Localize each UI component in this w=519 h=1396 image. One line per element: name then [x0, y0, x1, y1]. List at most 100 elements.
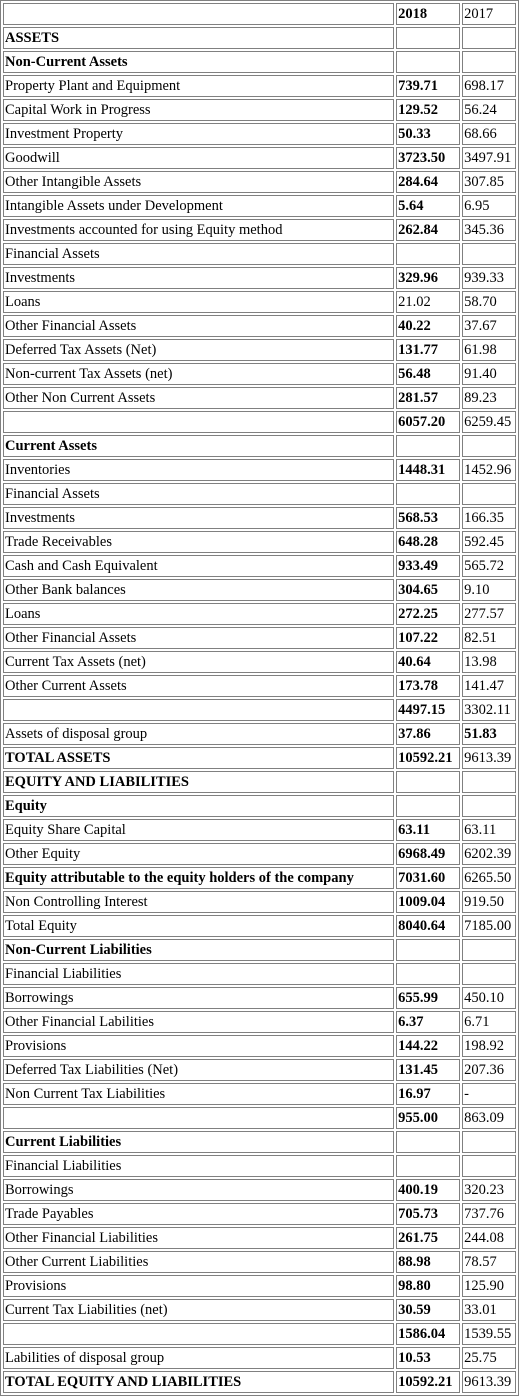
header-row: 2018 2017 — [3, 3, 516, 25]
value-2018-cell — [396, 51, 461, 73]
table-row: Current Liabilities — [3, 1131, 516, 1153]
row-label-cell: Other Non Current Assets — [3, 387, 395, 409]
row-label-cell: Intangible Assets under Development — [3, 195, 395, 217]
value-2018-cell: 568.53 — [396, 507, 461, 529]
value-2017-cell: 37.67 — [462, 315, 516, 337]
row-label-cell: Loans — [3, 603, 395, 625]
row-label-cell: Deferred Tax Assets (Net) — [3, 339, 395, 361]
value-2017-cell: 9.10 — [462, 579, 516, 601]
table-row: Other Financial Labilities 6.37 6.71 — [3, 1011, 516, 1033]
value-2018-cell: 50.33 — [396, 123, 461, 145]
value-2017-cell: 198.92 — [462, 1035, 516, 1057]
value-2018-cell — [396, 771, 461, 793]
value-2018-cell: 6057.20 — [396, 411, 461, 433]
row-label-cell: Trade Receivables — [3, 531, 395, 553]
value-2018-cell — [396, 795, 461, 817]
value-2018-cell: 4497.15 — [396, 699, 461, 721]
value-2017-cell: 345.36 — [462, 219, 516, 241]
value-2017-cell: 1539.55 — [462, 1323, 516, 1345]
value-2018-cell — [396, 243, 461, 265]
table-row: Intangible Assets under Development 5.64 6… — [3, 195, 516, 217]
value-2017-cell: 6265.50 — [462, 867, 516, 889]
value-2017-cell: 450.10 — [462, 987, 516, 1009]
row-label-cell: Other Current Assets — [3, 675, 395, 697]
value-2017-cell: 78.57 — [462, 1251, 516, 1273]
table-row: Loans 21.02 58.70 — [3, 291, 516, 313]
row-label-cell: Labilities of disposal group — [3, 1347, 395, 1369]
value-2017-cell — [462, 27, 516, 49]
row-label-cell: TOTAL ASSETS — [3, 747, 395, 769]
value-2018-cell: 173.78 — [396, 675, 461, 697]
row-label-cell: Current Tax Assets (net) — [3, 651, 395, 673]
table-row: Cash and Cash Equivalent 933.49 565.72 — [3, 555, 516, 577]
value-2018-cell: 21.02 — [396, 291, 461, 313]
row-label-cell: Current Liabilities — [3, 1131, 395, 1153]
value-2017-cell: 919.50 — [462, 891, 516, 913]
value-2017-cell: 25.75 — [462, 1347, 516, 1369]
value-2017-cell: 244.08 — [462, 1227, 516, 1249]
row-label-cell: Equity Share Capital — [3, 819, 395, 841]
value-2018-cell: 10592.21 — [396, 747, 461, 769]
row-label-cell: Equity attributable to the equity holder… — [3, 867, 395, 889]
row-label-cell — [3, 699, 395, 721]
table-row: Investments 568.53 166.35 — [3, 507, 516, 529]
value-2018-cell: 10592.21 — [396, 1371, 461, 1393]
value-2017-cell: 7185.00 — [462, 915, 516, 937]
row-label-cell: Investment Property — [3, 123, 395, 145]
table-row: Deferred Tax Assets (Net) 131.77 61.98 — [3, 339, 516, 361]
value-2017-cell — [462, 483, 516, 505]
value-2018-cell: 281.57 — [396, 387, 461, 409]
row-label-cell: Financial Assets — [3, 483, 395, 505]
value-2017-cell: 33.01 — [462, 1299, 516, 1321]
table-row: Loans 272.25 277.57 — [3, 603, 516, 625]
row-label-cell: EQUITY AND LIABILITIES — [3, 771, 395, 793]
table-row: Property Plant and Equipment 739.71 698.17 — [3, 75, 516, 97]
table-row: Deferred Tax Liabilities (Net) 131.45 207.… — [3, 1059, 516, 1081]
table-row: TOTAL EQUITY AND LIABILITIES 10592.21 9613… — [3, 1371, 516, 1393]
value-2017-cell — [462, 1131, 516, 1153]
value-2017-cell: 3497.91 — [462, 147, 516, 169]
table-row: Inventories 1448.31 1452.96 — [3, 459, 516, 481]
value-2018-cell: 1009.04 — [396, 891, 461, 913]
value-2018-cell: 655.99 — [396, 987, 461, 1009]
table-row: Other Non Current Assets 281.57 89.23 — [3, 387, 516, 409]
value-2017-cell: 737.76 — [462, 1203, 516, 1225]
value-2017-cell: 6259.45 — [462, 411, 516, 433]
row-label-cell: Other Financial Liabilities — [3, 1227, 395, 1249]
value-2018-cell: 107.22 — [396, 627, 461, 649]
value-2018-cell: 1448.31 — [396, 459, 461, 481]
row-label-cell — [3, 1323, 395, 1345]
row-label-cell: Borrowings — [3, 1179, 395, 1201]
value-2017-cell: 307.85 — [462, 171, 516, 193]
value-2017-cell: 9613.39 — [462, 1371, 516, 1393]
value-2017-cell: 13.98 — [462, 651, 516, 673]
value-2017-cell: 6.71 — [462, 1011, 516, 1033]
table-row: Non-current Tax Assets (net) 56.48 91.40 — [3, 363, 516, 385]
row-label-cell: Financial Liabilities — [3, 1155, 395, 1177]
row-label-cell: Trade Payables — [3, 1203, 395, 1225]
header-year-2017: 2017 — [462, 3, 516, 25]
table-row: TOTAL ASSETS 10592.21 9613.39 — [3, 747, 516, 769]
header-label-cell — [3, 3, 395, 25]
table-row: Other Current Liabilities 88.98 78.57 — [3, 1251, 516, 1273]
row-label-cell: ASSETS — [3, 27, 395, 49]
value-2018-cell — [396, 483, 461, 505]
value-2017-cell: 6202.39 — [462, 843, 516, 865]
value-2018-cell: 272.25 — [396, 603, 461, 625]
table-row: Other Equity 6968.49 6202.39 — [3, 843, 516, 865]
value-2018-cell: 262.84 — [396, 219, 461, 241]
table-row: Current Tax Liabilities (net) 30.59 33.01 — [3, 1299, 516, 1321]
row-label-cell: Deferred Tax Liabilities (Net) — [3, 1059, 395, 1081]
table-row: Equity attributable to the equity holder… — [3, 867, 516, 889]
value-2018-cell: 10.53 — [396, 1347, 461, 1369]
value-2018-cell: 98.80 — [396, 1275, 461, 1297]
value-2018-cell: 6.37 — [396, 1011, 461, 1033]
row-label-cell: Other Intangible Assets — [3, 171, 395, 193]
value-2017-cell: 863.09 — [462, 1107, 516, 1129]
row-label-cell: Investments — [3, 267, 395, 289]
value-2018-cell — [396, 963, 461, 985]
value-2018-cell — [396, 1131, 461, 1153]
value-2017-cell: 207.36 — [462, 1059, 516, 1081]
value-2017-cell: 1452.96 — [462, 459, 516, 481]
value-2017-cell — [462, 243, 516, 265]
